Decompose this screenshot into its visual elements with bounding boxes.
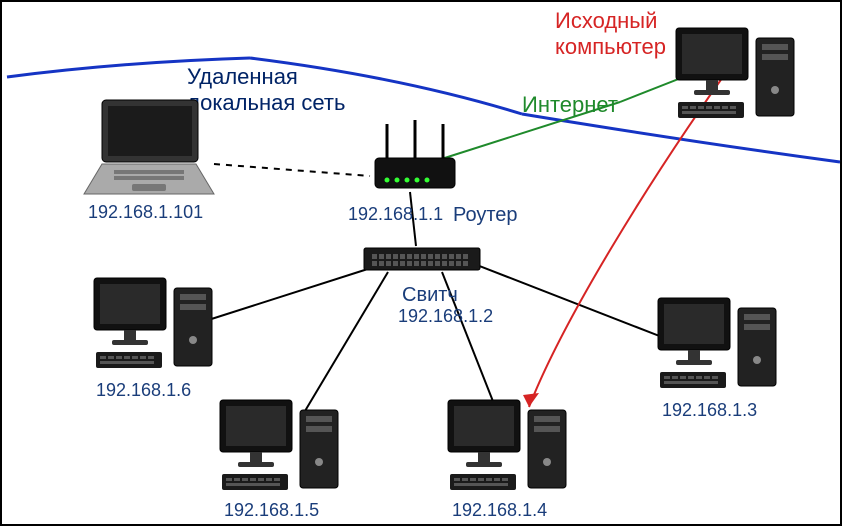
ip-router: 192.168.1.1: [348, 204, 443, 225]
label-router: Роутер: [453, 204, 518, 227]
ip-laptop: 192.168.1.101: [88, 202, 203, 223]
desktop-pc4-icon: [442, 392, 582, 502]
router-icon: [365, 120, 465, 200]
ip-pc5: 192.168.1.5: [224, 500, 319, 521]
ip-pc3: 192.168.1.3: [662, 400, 757, 421]
label-source-computer: Исходныйкомпьютер: [555, 8, 666, 60]
desktop-pc3-icon: [652, 290, 792, 400]
label-switch: Свитч: [402, 284, 458, 307]
desktop-pc6-icon: [88, 270, 228, 380]
label-internet: Интернет: [522, 92, 618, 118]
ip-pc4: 192.168.1.4: [452, 500, 547, 521]
laptop-icon: [74, 94, 224, 204]
source-desktop-icon: [670, 20, 810, 130]
switch-icon: [362, 242, 482, 276]
ip-switch: 192.168.1.2: [398, 306, 493, 327]
desktop-pc5-icon: [214, 392, 354, 502]
ip-pc6: 192.168.1.6: [96, 380, 191, 401]
network-diagram: Удаленнаялокальная сеть Исходныйкомпьюте…: [0, 0, 842, 526]
